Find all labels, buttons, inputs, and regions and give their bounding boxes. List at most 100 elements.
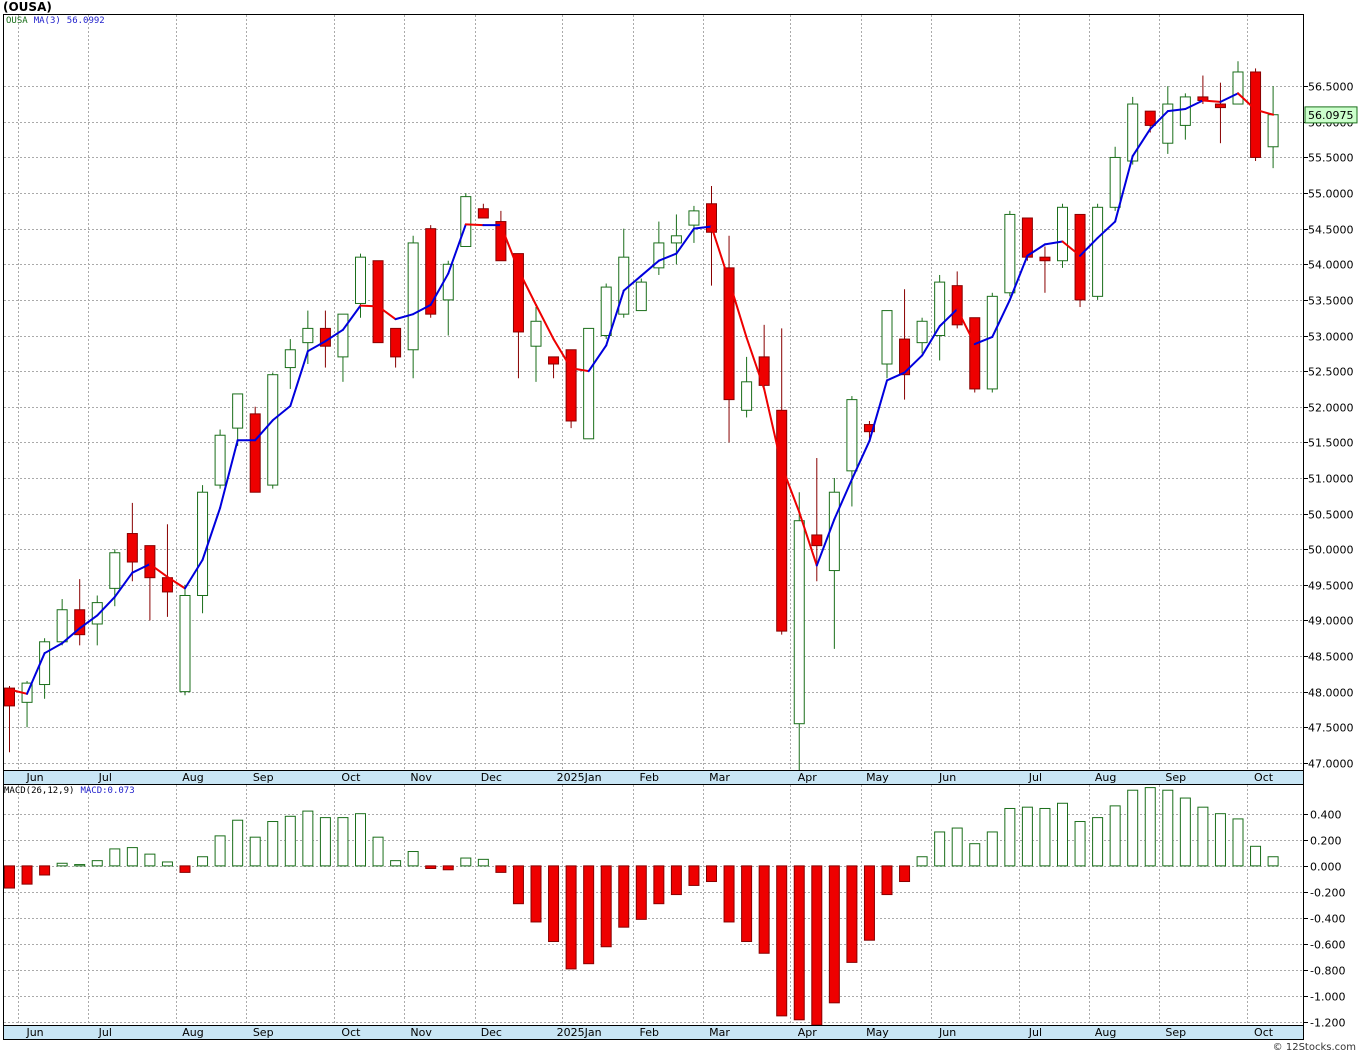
ma-segment: [184, 558, 204, 590]
macd-x-tick-label: Aug: [1095, 1026, 1116, 1039]
ma-segment: [1008, 254, 1029, 301]
macd-bar: [232, 819, 244, 867]
ma-segment: [429, 272, 450, 306]
macd-bar: [846, 865, 858, 963]
macd-y-tick-label: 0.200: [1310, 835, 1342, 848]
macd-y-tick-label: 0.400: [1310, 809, 1342, 822]
macd-bar: [706, 865, 717, 883]
macd-bar: [39, 865, 51, 876]
watermark: © 12Stocks.com: [1272, 1042, 1356, 1053]
price-y-tick-label: 52.0000: [1308, 402, 1354, 415]
ma-segment: [657, 252, 678, 262]
macd-bar: [863, 865, 875, 941]
macd-bar: [91, 860, 103, 867]
macd-bar: [653, 865, 665, 905]
ma-segment: [956, 308, 976, 346]
ma-segment: [587, 344, 608, 373]
candle-body: [635, 281, 647, 312]
macd-bar: [425, 865, 437, 869]
candle-body: [442, 263, 454, 301]
candle-body: [460, 196, 472, 247]
macd-x-tick-label: Nov: [410, 1026, 432, 1039]
macd-y-axis: -1.200 -1.000 -0.800 -0.600 -0.400 -0.200 0.00…: [1303, 809, 1345, 1030]
ma-segment: [622, 274, 643, 292]
ma-segment: [1237, 92, 1257, 111]
macd-bar: [828, 865, 840, 1004]
candle-body: [179, 594, 191, 693]
macd-bar: [214, 835, 226, 867]
price-y-tick-label: 48.5000: [1308, 651, 1354, 664]
ma-segment: [763, 387, 783, 467]
macd-bar: [618, 865, 630, 928]
candle-body: [425, 228, 437, 315]
candle-body: [407, 242, 419, 351]
price-x-tick-label: Aug: [1095, 771, 1116, 784]
candle-body: [863, 424, 875, 433]
candle-body: [986, 295, 998, 390]
macd-value: MACD:0.073: [80, 786, 135, 796]
candle-body: [741, 381, 753, 411]
price-x-tick-label: Jul: [98, 771, 112, 784]
macd-bar: [741, 865, 753, 943]
candle-body: [1039, 256, 1051, 262]
macd-legend: MACD(26,12,9) MACD:0.073: [4, 786, 135, 796]
ma-segment: [1254, 108, 1275, 116]
candle-body: [74, 609, 86, 636]
candle-body: [934, 281, 946, 337]
ma-segment: [464, 223, 485, 227]
candle-body: [758, 356, 770, 386]
candle-body: [951, 285, 963, 326]
macd-bar: [916, 856, 928, 867]
macd-y-tick-label: -1.200: [1310, 1017, 1345, 1030]
macd-x-tick-label: Dec: [481, 1026, 502, 1039]
price-x-tick-label: May: [866, 771, 889, 784]
macd-bar: [1162, 789, 1174, 867]
ma-segment: [973, 335, 994, 346]
macd-bar: [1109, 805, 1121, 867]
price-y-tick-label: 51.0000: [1308, 473, 1354, 486]
macd-y-tick-label: -0.600: [1310, 939, 1345, 952]
price-legend: OUSA MA(3) 56.0992: [6, 16, 105, 26]
macd-bar: [197, 856, 209, 867]
ma-segment: [991, 298, 1011, 338]
ma-segment: [96, 595, 116, 617]
ma-segment: [886, 371, 906, 382]
ma-segment: [1149, 110, 1169, 130]
ma-segment: [692, 225, 713, 230]
price-x-tick-label: Oct: [1254, 771, 1274, 784]
macd-bar: [1039, 807, 1051, 867]
candle-body: [1127, 103, 1139, 162]
candle-body: [1144, 110, 1156, 126]
price-y-tick-label: 47.0000: [1308, 758, 1354, 771]
candle-body: [1162, 103, 1174, 144]
ma-segment: [289, 350, 309, 408]
macd-bar: [1004, 807, 1016, 867]
price-candles: [4, 61, 1279, 770]
price-x-tick-label: Aug: [182, 771, 203, 784]
macd-grid: [4, 785, 1303, 1025]
candle-body: [1232, 71, 1244, 105]
macd-x-tick-label: Jun: [938, 1026, 956, 1039]
macd-bar: [1074, 821, 1086, 867]
ma-segment: [43, 642, 64, 655]
ma-segment: [78, 614, 99, 630]
price-x-tick-label: Nov: [410, 771, 432, 784]
macd-x-axis: Jun Jul Aug Sep Oct Nov Dec 2025Jan Feb Mar Apr May…: [3, 1025, 1304, 1040]
macd-bar: [548, 865, 560, 943]
ma-segment: [26, 652, 46, 695]
price-y-tick-label: 55.0000: [1308, 188, 1354, 201]
candle-body: [899, 338, 911, 376]
macd-bar: [460, 857, 472, 867]
ma-segment: [201, 506, 222, 561]
ma-segment: [780, 464, 801, 514]
macd-x-tick-label: Feb: [640, 1026, 659, 1039]
price-x-axis-band: [3, 770, 1304, 785]
price-y-tick-label: 55.5000: [1308, 152, 1354, 165]
ma-segment: [341, 304, 362, 331]
macd-bar: [530, 865, 542, 923]
macd-bar: [1021, 806, 1033, 867]
macd-bar: [811, 865, 823, 1026]
ma-segment: [605, 289, 625, 347]
macd-bar: [1232, 818, 1244, 867]
